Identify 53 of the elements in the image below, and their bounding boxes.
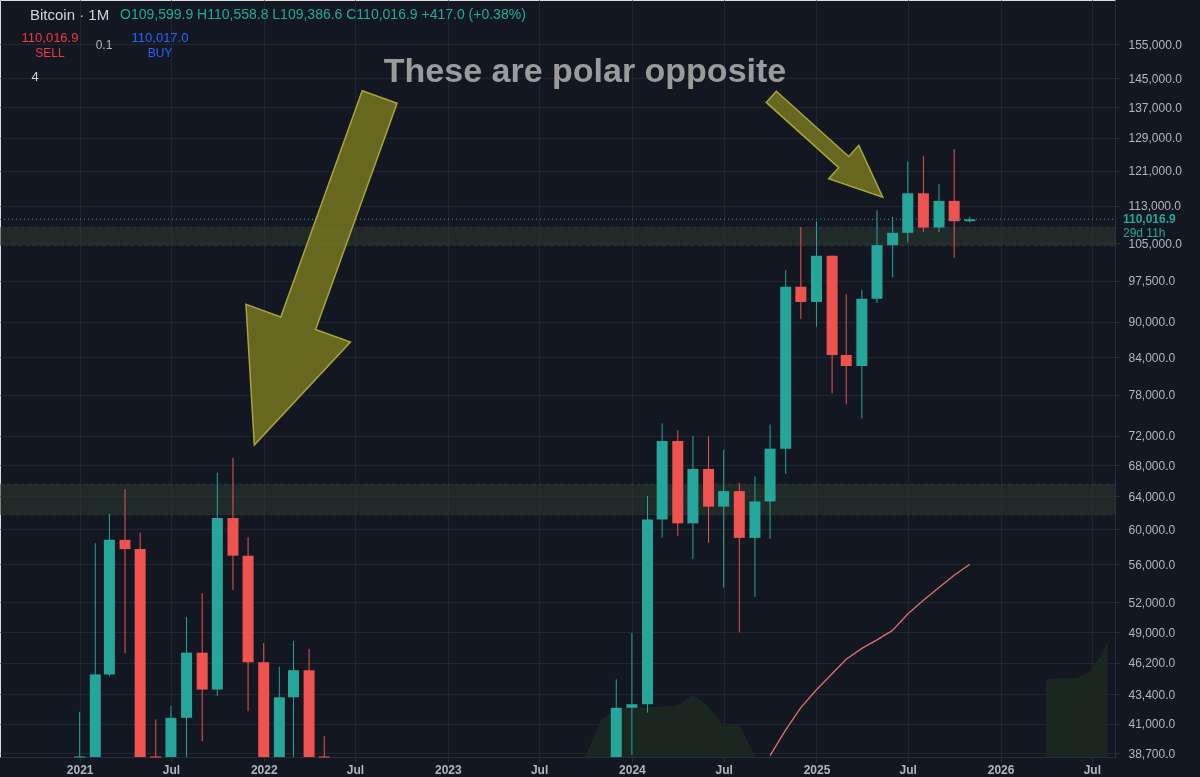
line-series	[769, 563, 971, 757]
annotation: SELL	[35, 46, 65, 60]
chart-title: Bitcoin · 1M	[30, 6, 110, 23]
y-tick-label: 38,700.0	[1128, 746, 1176, 761]
annotation: These are polar opposite	[383, 51, 787, 89]
y-tick-label: 78,000.0	[1128, 388, 1176, 403]
annotation: 0.1	[95, 38, 113, 52]
annotation: BUY	[147, 46, 173, 60]
y-tick-label: 97,500.0	[1128, 274, 1176, 289]
y-tick-label: 68,000.0	[1128, 458, 1176, 473]
x-tick-label: 2024	[619, 762, 647, 777]
candlestick	[718, 449, 730, 589]
x-tick-label: 2025	[803, 762, 831, 777]
candlestick	[150, 718, 162, 758]
candlestick	[318, 735, 330, 758]
x-tick-label: 2021	[66, 762, 94, 777]
y-tick-label: 155,000.0	[1128, 37, 1183, 52]
annotation: 110,017.0	[131, 30, 189, 45]
y-tick-label: 64,000.0	[1128, 489, 1176, 504]
x-tick-label: Jul	[715, 762, 733, 777]
y-tick-label: 43,400.0	[1128, 687, 1176, 702]
candlestick	[795, 226, 807, 320]
y-tick-label: 121,000.0	[1128, 164, 1183, 179]
x-tick-label: 2022	[250, 762, 278, 777]
x-tick-label: Jul	[346, 762, 365, 777]
y-tick-label: 52,000.0	[1128, 595, 1176, 610]
annotation: 110,016.9	[21, 30, 79, 45]
y-tick-label: 137,000.0	[1128, 100, 1183, 115]
x-tick-label: 2023	[434, 762, 462, 777]
y-tick-label: 145,000.0	[1128, 71, 1183, 86]
y-tick-label: 49,000.0	[1128, 625, 1176, 640]
x-tick-label: Jul	[162, 762, 181, 777]
y-tick-label: 129,000.0	[1128, 131, 1183, 146]
y-tick-label: 56,000.0	[1128, 557, 1176, 572]
y-tick-label: 84,000.0	[1128, 350, 1176, 365]
y-tick-label: 60,000.0	[1128, 522, 1176, 537]
x-tick-label: Jul	[530, 762, 549, 777]
annotation: 4	[31, 69, 39, 84]
candlestick	[840, 293, 852, 405]
chart-subtitle: O109,599.9 H110,558.8 L109,386.6 C110,016.9 +417.0 (+0.38%)	[120, 6, 526, 22]
x-tick-label: Jul	[1083, 762, 1102, 777]
candlestick	[119, 488, 131, 654]
y-tick-label: 113,000.0	[1128, 199, 1182, 214]
x-tick-label: 2026	[987, 762, 1015, 777]
y-tick-label: 46,200.0	[1128, 656, 1176, 671]
x-tick-label: Jul	[899, 762, 917, 777]
y-tick-label: 41,000.0	[1128, 717, 1176, 732]
y-tick-label: 90,000.0	[1128, 315, 1176, 330]
candlestick	[74, 711, 86, 758]
ref-line-label: 110,016.9	[1123, 212, 1177, 227]
candlestick	[948, 148, 960, 259]
y-tick-label: 72,000.0	[1128, 429, 1176, 444]
candlestick	[626, 632, 638, 756]
